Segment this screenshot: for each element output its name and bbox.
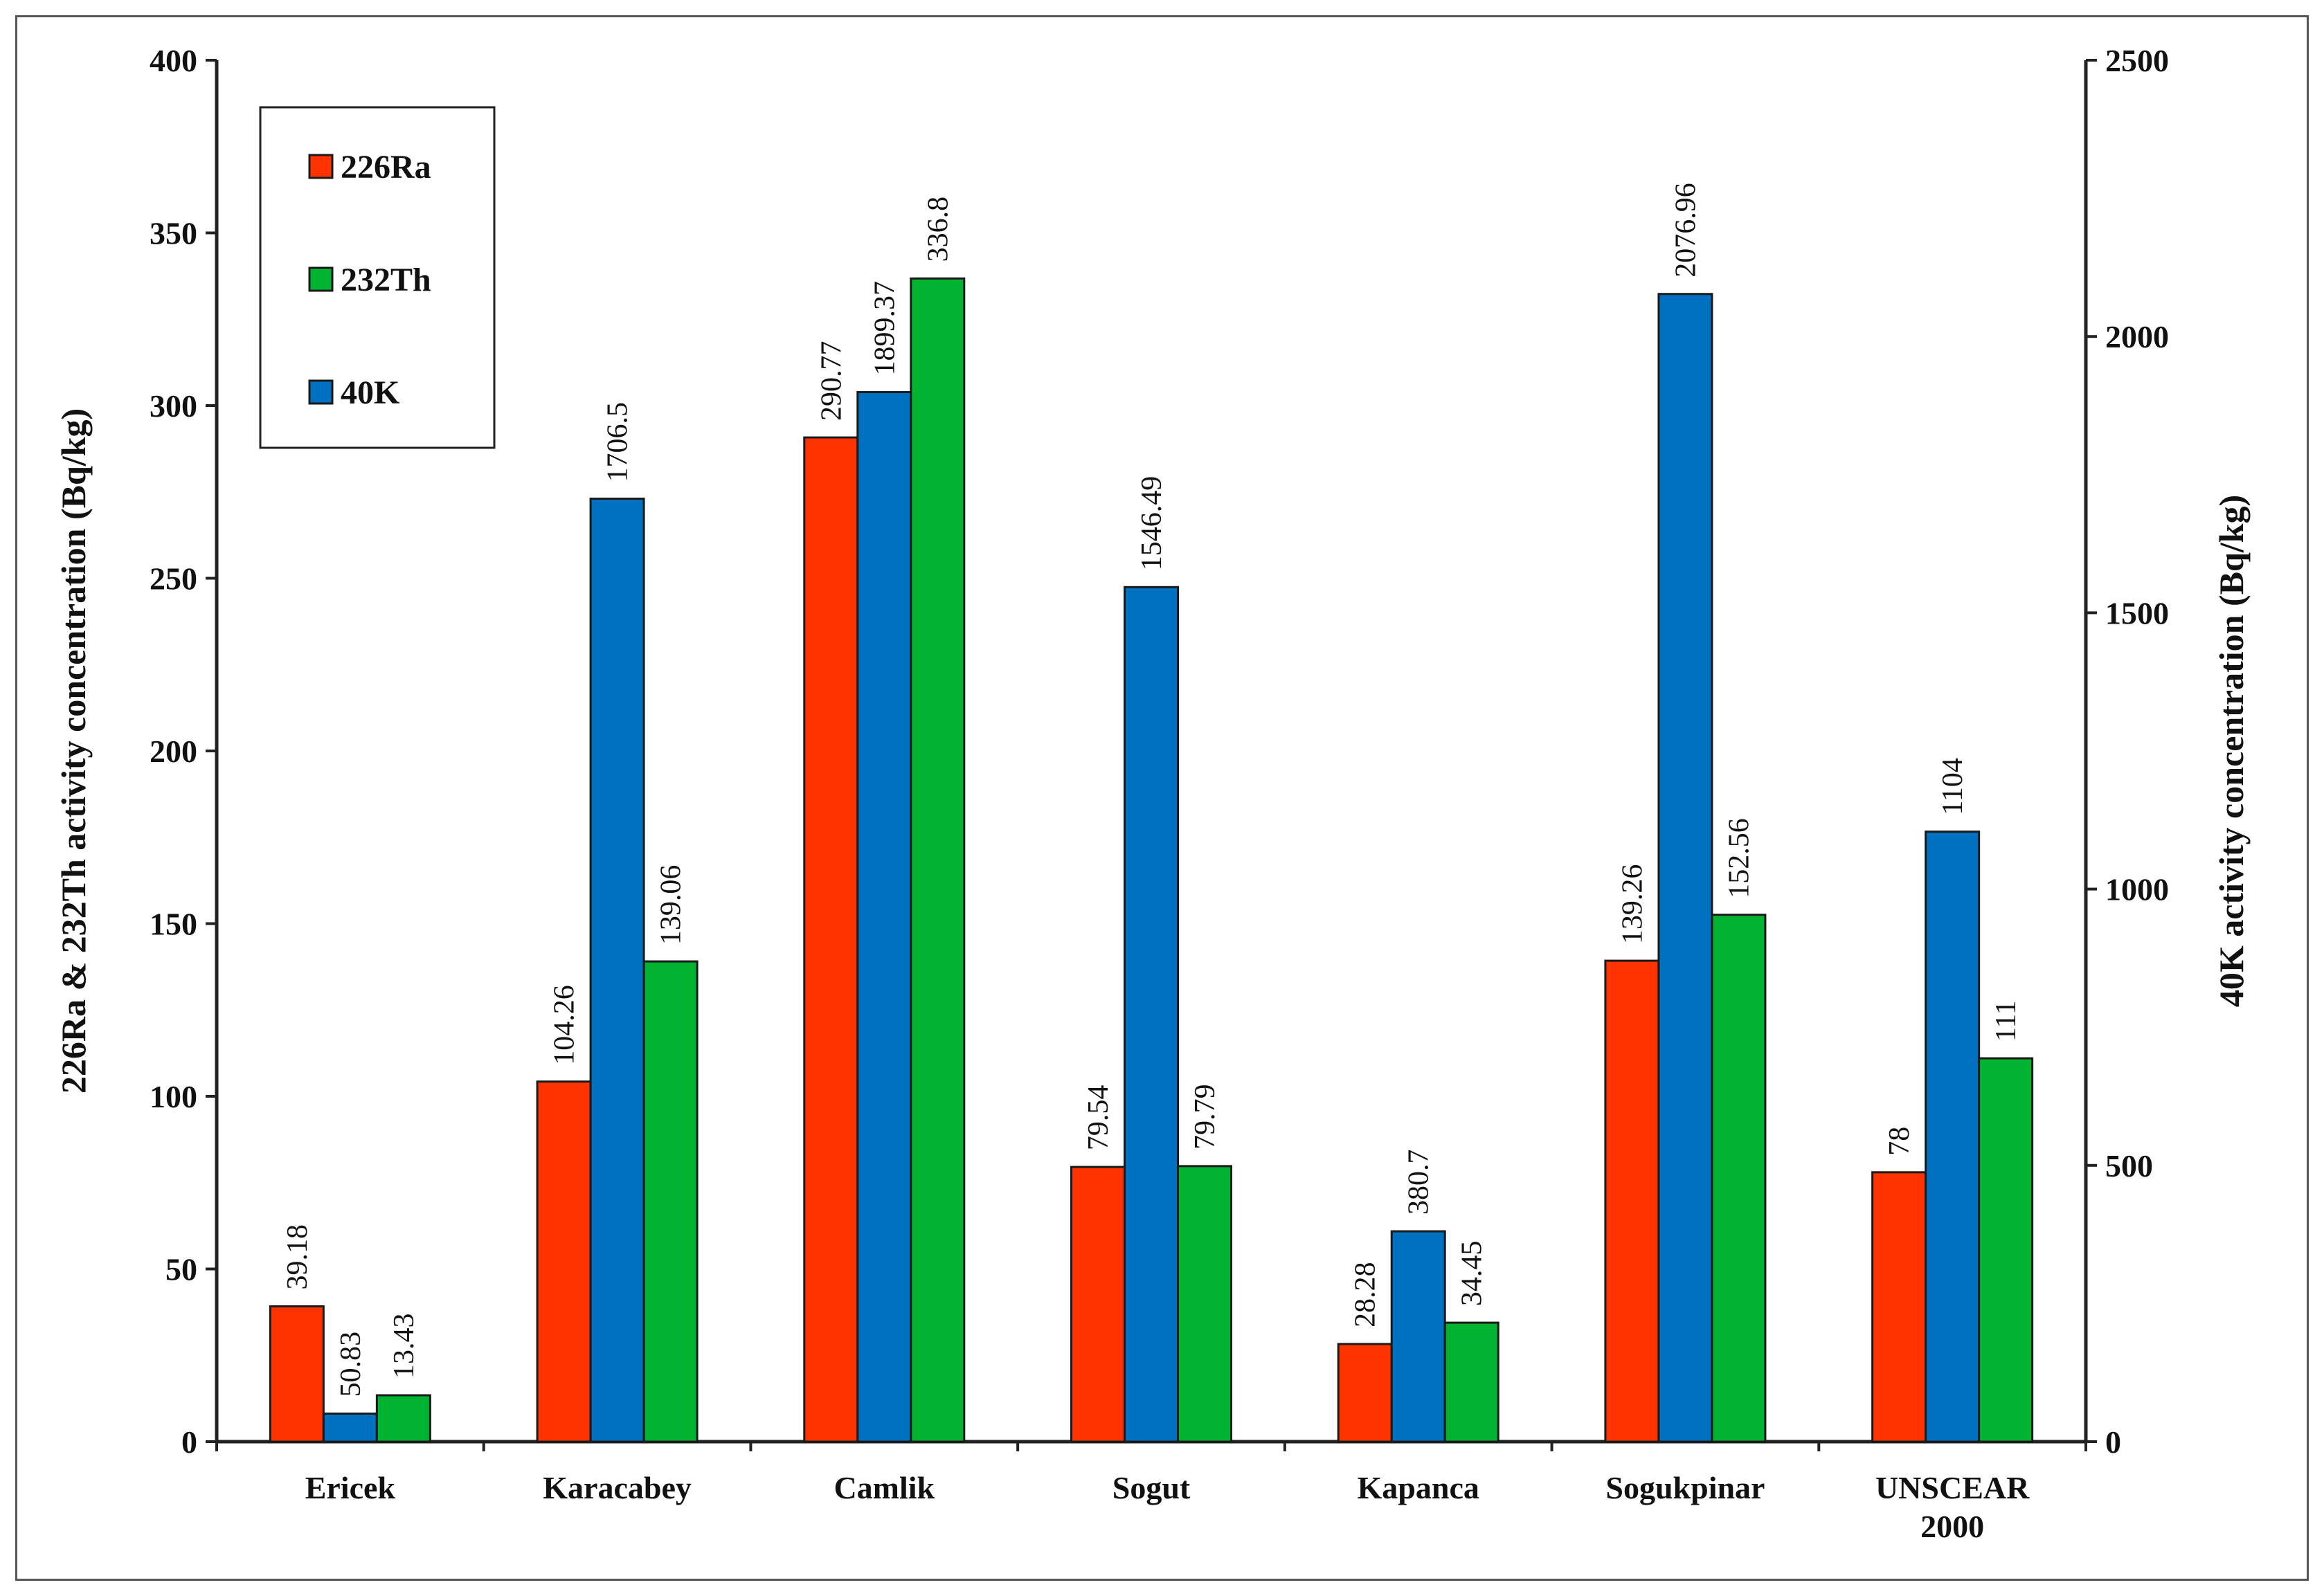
data-label-226ra-2: 290.77 xyxy=(816,341,847,421)
bar-232th-6 xyxy=(1978,1057,2034,1443)
data-label-40k-5: 2076.96 xyxy=(1670,183,1702,278)
left-axis-tick-label: 0 xyxy=(181,1424,197,1460)
data-label-232th-2: 336.8 xyxy=(922,197,954,262)
bar-226ra-5 xyxy=(1604,959,1660,1443)
legend-swatch-40k xyxy=(308,379,334,405)
bar-226ra-6 xyxy=(1871,1171,1927,1443)
data-label-226ra-4: 28.28 xyxy=(1350,1262,1382,1327)
x-axis-category-label: 2000 xyxy=(1920,1509,1984,1544)
chart-axes: 0 50 100 150 200 250 300 350 400 0 500 1000 1500 2000… xyxy=(54,43,2251,1544)
bar-226ra-4 xyxy=(1337,1343,1393,1443)
legend-label-40k: 40K xyxy=(341,374,399,411)
data-label-40k-4: 380.7 xyxy=(1403,1150,1435,1215)
x-axis-category-label: Sogukpinar xyxy=(1605,1470,1765,1505)
left-axis-tick-label: 400 xyxy=(150,43,197,78)
left-axis-tick-label: 50 xyxy=(165,1252,197,1287)
chart-frame xyxy=(15,15,2309,1581)
data-label-226ra-3: 79.54 xyxy=(1083,1085,1115,1151)
bar-40k-3 xyxy=(1124,586,1179,1443)
x-axis-category-label: Camlik xyxy=(834,1470,935,1505)
bar-226ra-3 xyxy=(1070,1166,1126,1443)
x-axis-category-label: Kapanca xyxy=(1358,1470,1479,1505)
data-label-40k-6: 1104 xyxy=(1937,758,1969,815)
left-axis-title: 226Ra & 232Th activity concentration (Bq… xyxy=(54,408,93,1094)
left-axis-tick-label: 150 xyxy=(150,907,197,942)
data-label-40k-2: 1899.37 xyxy=(869,281,901,376)
left-axis-tick-label: 350 xyxy=(150,216,197,251)
bar-40k-2 xyxy=(856,391,912,1443)
bar-40k-1 xyxy=(589,498,645,1443)
right-axis-tick-label: 1500 xyxy=(2105,595,2169,631)
legend-box xyxy=(259,106,496,449)
data-label-226ra-6: 78 xyxy=(1884,1127,1916,1156)
data-label-232th-3: 79.79 xyxy=(1189,1084,1221,1150)
legend-swatch-226ra xyxy=(308,154,334,179)
chart-bars xyxy=(269,277,2034,1443)
bar-40k-5 xyxy=(1657,293,1713,1443)
left-axis-tick-label: 250 xyxy=(150,561,197,597)
data-label-40k-0: 50.83 xyxy=(335,1332,367,1397)
bar-232th-3 xyxy=(1177,1165,1232,1443)
legend-swatch-232th xyxy=(308,266,334,292)
bar-232th-0 xyxy=(375,1394,431,1443)
right-axis-tick-label: 0 xyxy=(2105,1424,2121,1460)
legend-label-232th: 232Th xyxy=(341,262,431,298)
bar-232th-4 xyxy=(1443,1321,1499,1443)
legend-label-226ra: 226Ra xyxy=(341,149,431,185)
data-label-226ra-5: 139.26 xyxy=(1616,864,1648,945)
bar-232th-1 xyxy=(642,960,699,1443)
chart-legend: 226Ra 232Th 40K xyxy=(259,106,496,449)
data-label-232th-0: 13.43 xyxy=(388,1313,420,1379)
bar-226ra-1 xyxy=(536,1080,592,1443)
data-label-232th-1: 139.06 xyxy=(656,865,687,945)
right-axis-title: 40K activity concentration (Bq/kg) xyxy=(2212,495,2251,1007)
data-label-232th-4: 34.45 xyxy=(1457,1241,1488,1307)
x-axis-category-label: Ericek xyxy=(305,1470,396,1505)
x-axis-category-label: Karacabey xyxy=(543,1470,692,1505)
chart-data-labels: 39.18 104.26 290.77 79.54 28.28 139.26 78 50.83… xyxy=(282,183,2022,1397)
bar-226ra-0 xyxy=(269,1305,325,1443)
right-axis-tick-label: 2500 xyxy=(2105,43,2169,78)
data-label-226ra-1: 104.26 xyxy=(549,985,581,1065)
data-label-232th-6: 111 xyxy=(1990,1000,2022,1042)
x-axis-category-label: Sogut xyxy=(1113,1470,1191,1505)
bar-232th-2 xyxy=(910,277,966,1443)
data-label-40k-3: 1546.49 xyxy=(1136,476,1168,571)
bar-40k-0 xyxy=(322,1412,378,1443)
right-axis-tick-label: 500 xyxy=(2105,1148,2153,1184)
x-axis-category-label: UNSCEAR xyxy=(1875,1470,2030,1505)
left-axis-tick-label: 100 xyxy=(150,1079,197,1114)
left-axis-tick-label: 200 xyxy=(150,734,197,769)
data-label-40k-1: 1706.5 xyxy=(602,402,634,482)
data-label-232th-5: 152.56 xyxy=(1723,818,1755,898)
data-label-226ra-0: 39.18 xyxy=(282,1224,314,1290)
bar-232th-5 xyxy=(1711,914,1767,1443)
bar-226ra-2 xyxy=(803,436,859,1443)
right-axis-tick-label: 1000 xyxy=(2105,872,2169,907)
bar-40k-4 xyxy=(1390,1230,1446,1443)
left-axis-tick-label: 300 xyxy=(150,388,197,424)
right-axis-tick-label: 2000 xyxy=(2105,319,2169,354)
bar-40k-6 xyxy=(1925,831,1981,1443)
